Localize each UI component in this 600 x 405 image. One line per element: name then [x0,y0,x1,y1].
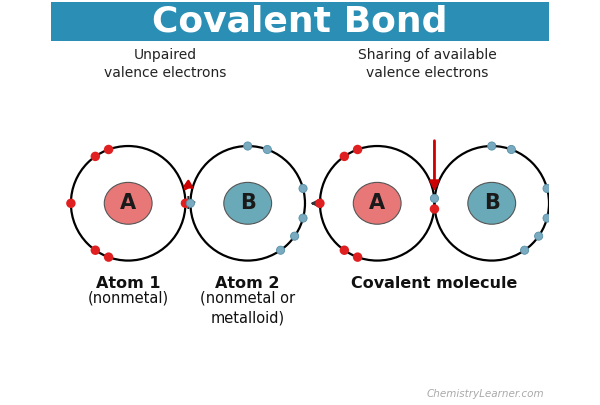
Circle shape [543,214,551,222]
Circle shape [353,252,362,262]
Text: A: A [369,193,385,213]
Circle shape [91,245,100,255]
Text: (nonmetal or
metalloid): (nonmetal or metalloid) [200,290,295,325]
Circle shape [430,204,439,214]
Text: Sharing of available
valence electrons: Sharing of available valence electrons [358,48,496,80]
Circle shape [353,145,362,154]
Circle shape [340,245,349,255]
Circle shape [66,198,76,208]
Circle shape [104,252,113,262]
Circle shape [299,214,307,222]
Circle shape [488,142,496,150]
Text: B: B [240,193,256,213]
Text: A: A [120,193,136,213]
Circle shape [340,151,349,161]
Text: +: + [179,193,197,213]
Circle shape [543,184,551,192]
Circle shape [181,198,190,208]
Text: Unpaired
valence electrons: Unpaired valence electrons [104,48,227,80]
Text: (nonmetal): (nonmetal) [88,290,169,305]
Circle shape [430,194,439,202]
Ellipse shape [224,182,272,224]
Text: Atom 2: Atom 2 [215,275,280,290]
Text: Covalent molecule: Covalent molecule [351,275,518,290]
Circle shape [521,246,529,254]
Text: Atom 1: Atom 1 [96,275,160,290]
Circle shape [535,232,543,240]
Circle shape [263,145,271,153]
Circle shape [277,246,284,254]
Text: ChemistryLearner.com: ChemistryLearner.com [427,389,544,399]
Ellipse shape [468,182,515,224]
Circle shape [315,198,325,208]
Circle shape [104,145,113,154]
Circle shape [290,232,299,240]
Circle shape [244,142,252,150]
Bar [51,2,549,41]
Ellipse shape [104,182,152,224]
Text: B: B [484,193,500,213]
Circle shape [91,151,100,161]
Text: Covalent Bond: Covalent Bond [152,4,448,38]
Circle shape [507,145,515,153]
Circle shape [299,184,307,192]
Ellipse shape [353,182,401,224]
Circle shape [187,199,194,207]
